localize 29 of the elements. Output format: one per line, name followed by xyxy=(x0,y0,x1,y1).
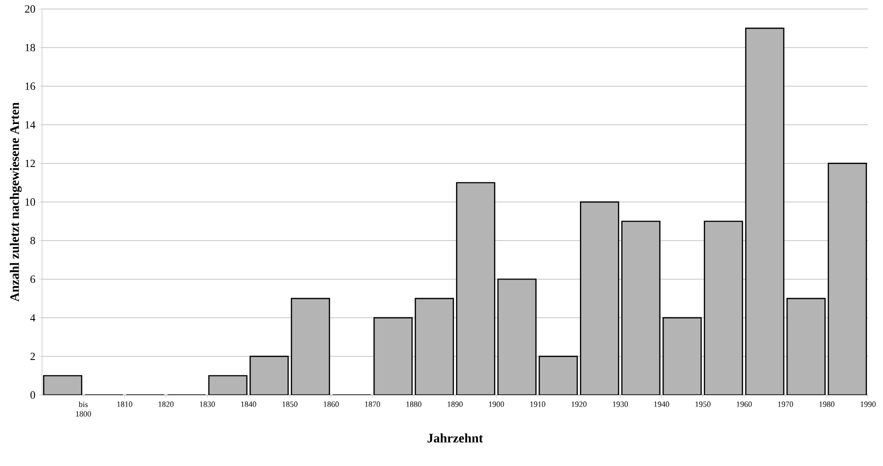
y-axis-title: Anzahl zuletzt nachgewiesene Arten xyxy=(10,102,22,302)
bar xyxy=(291,298,330,395)
bar xyxy=(415,298,454,395)
bar xyxy=(539,356,578,395)
y-tick-label: 12 xyxy=(26,160,35,168)
y-tick-label: 16 xyxy=(26,82,36,90)
bar xyxy=(374,318,412,395)
y-tick-label: 8 xyxy=(30,236,36,244)
bar xyxy=(208,376,247,395)
x-axis-title: Jahrzehnt xyxy=(428,433,484,443)
y-tick-label: 6 xyxy=(30,276,36,283)
y-tick-label: 20 xyxy=(25,5,36,13)
bar xyxy=(44,376,82,395)
bar xyxy=(704,221,742,395)
y-tick-label: 14 xyxy=(26,121,36,128)
bar xyxy=(787,298,826,395)
bar xyxy=(456,182,495,395)
bar xyxy=(663,318,702,395)
bar xyxy=(250,356,288,395)
bar xyxy=(498,279,536,395)
bar xyxy=(622,221,660,395)
y-tick-label: 2 xyxy=(30,352,35,360)
y-tick-label: 4 xyxy=(30,314,36,322)
y-tick-label: 0 xyxy=(30,391,36,399)
bar xyxy=(746,28,784,395)
bar xyxy=(580,202,619,395)
y-tick-label: 18 xyxy=(26,44,36,52)
y-tick-label: 10 xyxy=(26,198,36,206)
bar xyxy=(828,162,867,395)
